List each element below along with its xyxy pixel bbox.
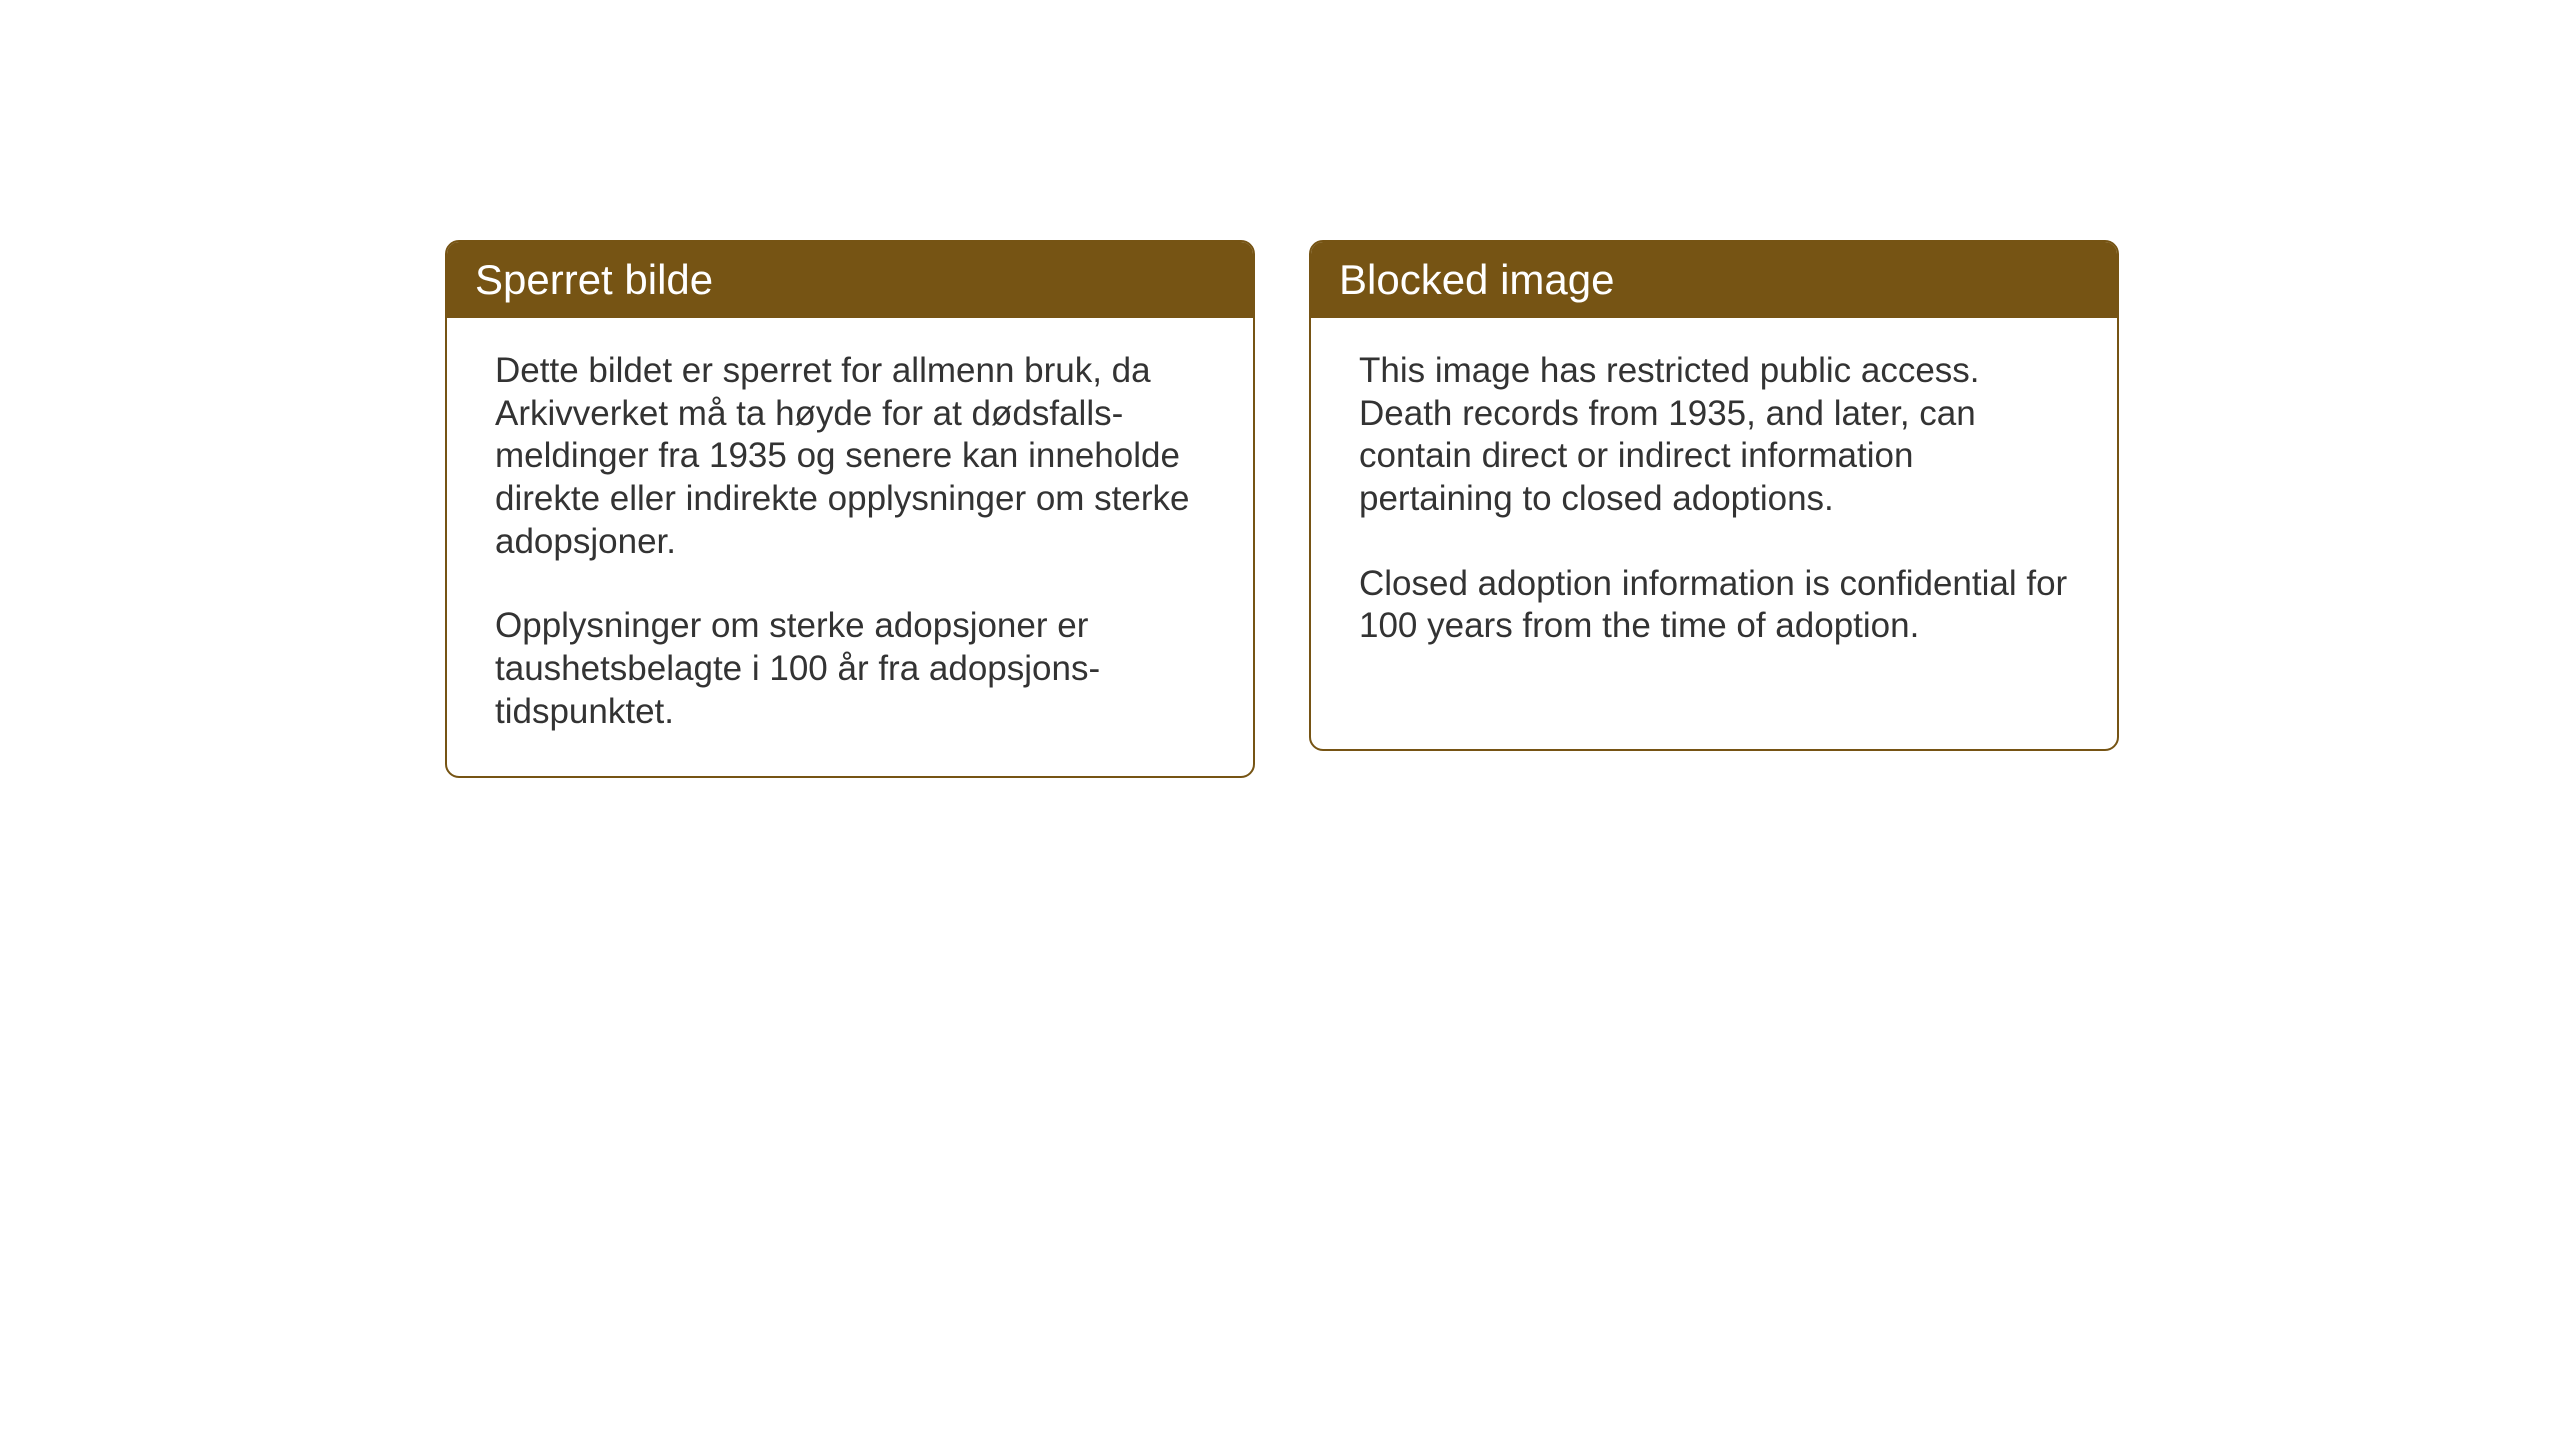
notice-cards-container: Sperret bilde Dette bildet er sperret fo… (445, 240, 2119, 778)
english-card-body: This image has restricted public access.… (1311, 318, 2117, 690)
english-card-title: Blocked image (1311, 242, 2117, 318)
english-paragraph-2: Closed adoption information is confident… (1359, 563, 2069, 648)
english-notice-card: Blocked image This image has restricted … (1309, 240, 2119, 751)
norwegian-card-title: Sperret bilde (447, 242, 1253, 318)
norwegian-paragraph-1: Dette bildet er sperret for allmenn bruk… (495, 350, 1205, 563)
norwegian-notice-card: Sperret bilde Dette bildet er sperret fo… (445, 240, 1255, 778)
english-paragraph-1: This image has restricted public access.… (1359, 350, 2069, 521)
norwegian-card-body: Dette bildet er sperret for allmenn bruk… (447, 318, 1253, 776)
norwegian-paragraph-2: Opplysninger om sterke adopsjoner er tau… (495, 605, 1205, 733)
